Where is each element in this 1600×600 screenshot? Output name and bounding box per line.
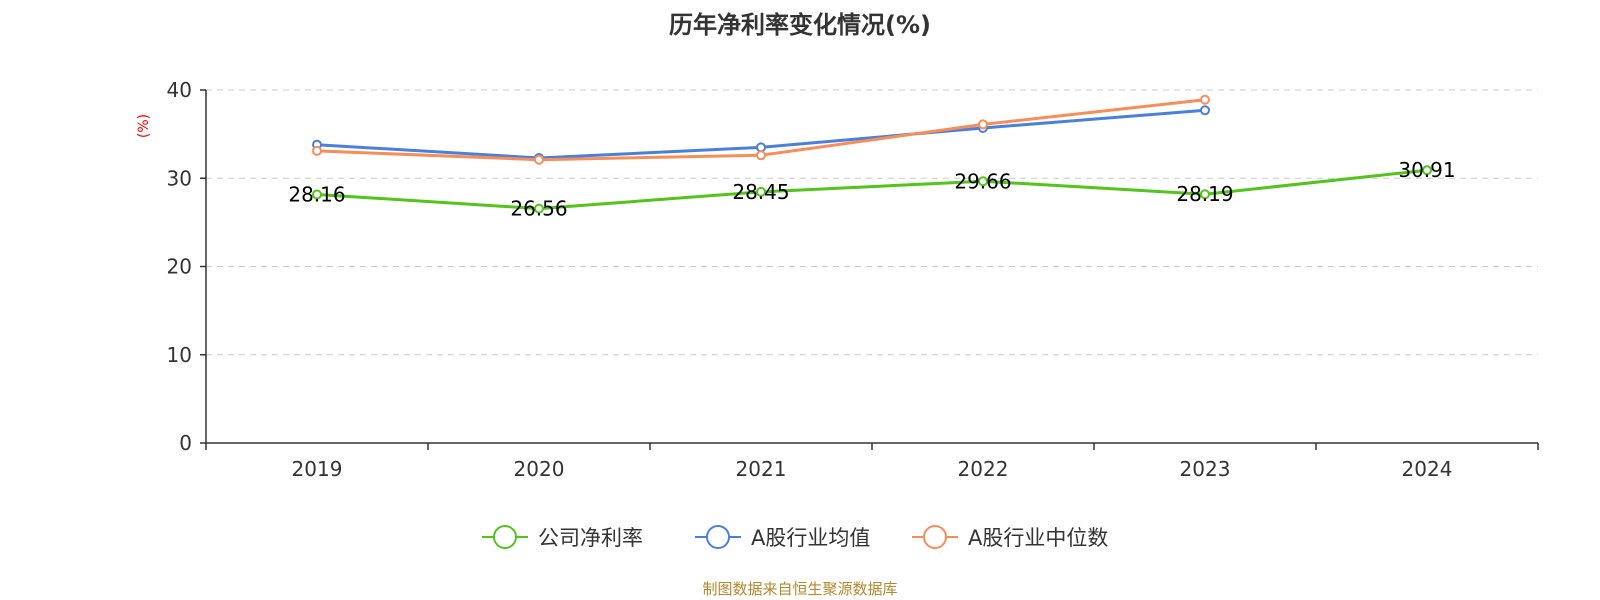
y-tick-label: 0 (179, 431, 192, 455)
legend-marker-icon (923, 525, 947, 549)
y-tick-label: 30 (167, 166, 192, 190)
data-label: 30.91 (1398, 158, 1455, 182)
x-tick-label: 2022 (958, 457, 1009, 481)
legend-item[interactable]: 公司净利率 (482, 525, 643, 550)
data-point[interactable] (756, 150, 766, 161)
data-point[interactable] (312, 189, 322, 200)
axes: 0 10 20 30 40 2019 2020 2021 2022 2023 2024 (167, 78, 1539, 481)
data-label: 28.16 (288, 182, 345, 206)
series-0 (312, 165, 1432, 214)
x-tick-label: 2024 (1402, 457, 1453, 481)
source-note: 制图数据来自恒生聚源数据库 (702, 580, 897, 598)
y-tick-label: 20 (167, 255, 192, 279)
y-tick-label: 40 (167, 78, 192, 102)
legend-marker-icon (493, 525, 517, 549)
y-tick-label: 10 (167, 343, 192, 367)
data-labels: 28.16 26.56 28.45 29.66 28.19 30.91 (288, 158, 1455, 220)
legend: 公司净利率 A股行业均值 A股行业中位数 (482, 525, 1108, 550)
x-tick-label: 2020 (514, 457, 565, 481)
data-point[interactable] (1200, 189, 1210, 200)
data-point[interactable] (756, 186, 766, 197)
data-point[interactable] (534, 203, 544, 214)
data-label: 29.66 (954, 169, 1011, 193)
data-point[interactable] (756, 142, 766, 153)
legend-label: A股行业中位数 (968, 526, 1108, 550)
legend-item[interactable]: A股行业中位数 (912, 525, 1108, 550)
legend-item[interactable]: A股行业均值 (695, 525, 870, 550)
data-label: 28.19 (1176, 182, 1233, 206)
data-point[interactable] (978, 119, 988, 130)
x-tick-label: 2021 (736, 457, 787, 481)
chart-title: 历年净利率变化情况(%) (669, 11, 931, 39)
series-lines (312, 94, 1432, 214)
x-tick-label: 2023 (1180, 457, 1231, 481)
data-point[interactable] (1200, 105, 1210, 116)
y-axis-label: (%) (136, 114, 152, 138)
data-point[interactable] (534, 154, 544, 165)
grid-lines (206, 89, 1538, 356)
data-point[interactable] (312, 145, 322, 156)
series-line (315, 168, 1429, 211)
series-2 (312, 94, 1210, 165)
legend-marker-icon (706, 525, 730, 549)
data-label: 28.45 (732, 180, 789, 204)
legend-label: A股行业均值 (751, 526, 870, 550)
data-point[interactable] (978, 176, 988, 187)
data-point[interactable] (1200, 94, 1210, 105)
data-label: 26.56 (510, 197, 567, 221)
x-tick-label: 2019 (292, 457, 343, 481)
data-point[interactable] (1422, 165, 1432, 176)
legend-label: 公司净利率 (538, 526, 643, 550)
